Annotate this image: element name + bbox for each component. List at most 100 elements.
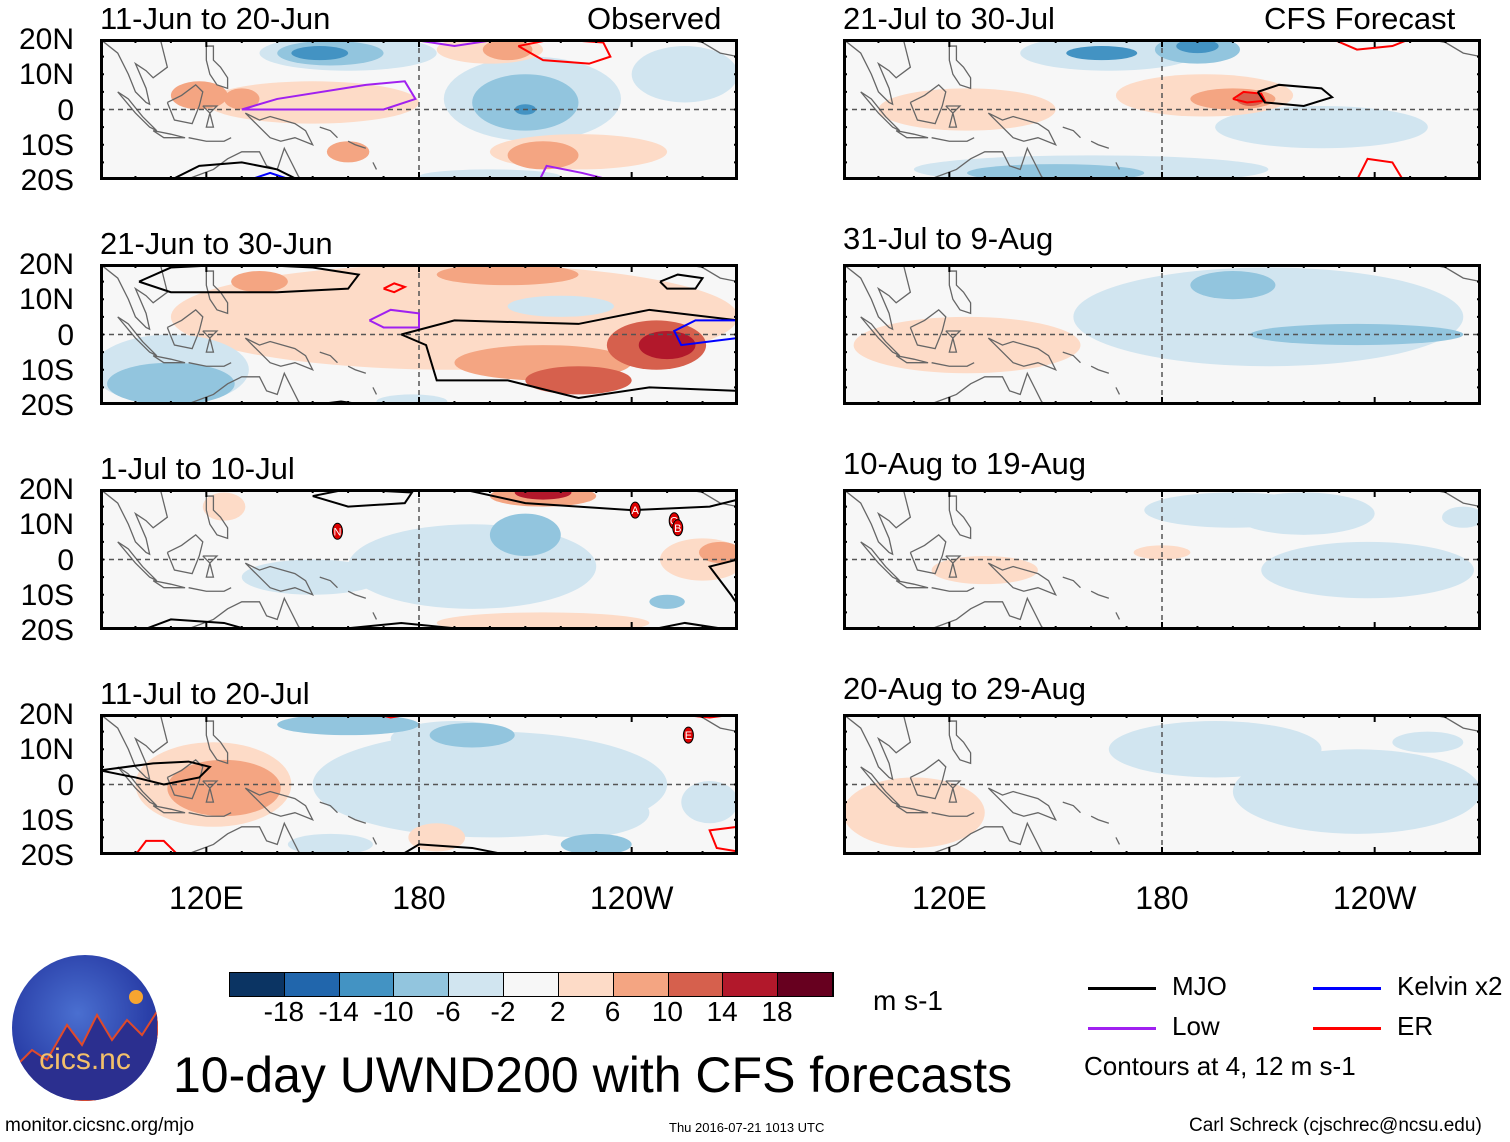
legend-line-kelvin (1313, 987, 1381, 990)
tropical-cyclone-marker (629, 501, 641, 519)
wind-anomaly-region (287, 833, 373, 855)
colorbar-label: -6 (435, 996, 461, 1027)
wind-anomaly-region (1232, 492, 1375, 535)
coastline (100, 489, 169, 556)
coastline (1062, 801, 1081, 814)
shading-layer (931, 492, 1481, 599)
tropical-cyclone-label: E (685, 730, 692, 742)
observed-label: Observed (587, 1, 722, 36)
coastline (1115, 837, 1121, 845)
contour-note: Contours at 4, 12 m s-1 (1084, 1051, 1356, 1081)
latitude-label: 0 (57, 93, 74, 127)
legend-label: ER (1397, 1011, 1434, 1041)
latitude-label: 20N (18, 23, 74, 56)
shading-layer (878, 39, 1428, 180)
coastline (987, 562, 1058, 596)
contour-mjo (1256, 83, 1335, 107)
coastline (945, 555, 962, 578)
coastline (202, 555, 219, 578)
coastline (372, 162, 378, 170)
wind-anomaly-region (649, 594, 685, 609)
coastline (1062, 576, 1081, 589)
colorbar-label: -2 (490, 996, 516, 1027)
panel-frame (100, 264, 738, 405)
legend-line-mjo (1088, 987, 1156, 990)
coastline (1115, 162, 1121, 170)
coastline (319, 126, 338, 139)
colorbar-label: -18 (263, 996, 305, 1027)
wind-anomaly-region (277, 714, 419, 736)
wind-anomaly-region (436, 612, 650, 630)
latitude-label: 10S (20, 353, 74, 387)
colorbar-swatch (778, 973, 833, 996)
wind-anomaly-region (699, 541, 738, 564)
coastline (117, 316, 158, 357)
map-panel (100, 264, 738, 405)
map-panel (100, 39, 738, 180)
wind-anomaly-region (170, 81, 228, 110)
contour-mjo (401, 308, 738, 336)
coastline (184, 146, 303, 180)
coastline (347, 590, 367, 599)
coastline (205, 495, 229, 540)
footer-url[interactable]: monitor.cicsnc.org/mjo (5, 1115, 195, 1136)
coastline (931, 587, 975, 592)
coastline (152, 580, 186, 589)
cicsnc-logo: cics.nc (12, 955, 158, 1101)
legend-line-low (1088, 1027, 1156, 1030)
wind-anomaly-region (206, 81, 419, 124)
coastline (1090, 815, 1110, 824)
coastline (987, 112, 1058, 146)
coastline (244, 787, 315, 821)
panel-title: 11-Jul to 20-Jul (100, 676, 310, 711)
longitude-label: 120E (168, 880, 244, 916)
panel-frame (843, 489, 1481, 630)
coastline (909, 758, 947, 800)
colorbar-label: -14 (318, 996, 359, 1027)
panel-title: 31-Jul to 9-Aug (843, 221, 1054, 256)
wind-anomaly-region (107, 362, 235, 405)
panel-title: 10-Aug to 19-Aug (843, 446, 1087, 481)
coastline (987, 337, 1058, 371)
latitude-label: 20N (18, 248, 74, 281)
legend-label: MJO (1172, 971, 1227, 1001)
tropical-cyclone-marker (331, 522, 343, 540)
footer-timestamp: Thu 2016-07-21 1013 UTC (669, 1120, 825, 1135)
wind-anomaly-region (202, 492, 246, 521)
map-panel: NAGB (100, 489, 738, 630)
map-panel (843, 714, 1481, 855)
contour-mjo (170, 161, 299, 180)
latitude-label: 20S (20, 164, 74, 197)
colorbar-swatch (504, 973, 559, 996)
latitude-label: 10N (18, 733, 74, 767)
wind-anomaly-region (472, 74, 579, 131)
colorbar-label: 2 (550, 996, 566, 1027)
tropical-cyclone-marker (672, 519, 684, 537)
forecast-label: CFS Forecast (1264, 1, 1456, 36)
coastline (860, 316, 901, 357)
map-panel (843, 489, 1481, 630)
colorbar-swatch (284, 973, 340, 996)
panel-title: 1-Jul to 10-Jul (100, 451, 295, 486)
wind-anomaly-region (560, 833, 632, 855)
latitude-label: 20S (20, 389, 74, 422)
wind-anomaly-region (1066, 46, 1138, 61)
wind-anomaly-region (436, 264, 579, 286)
coastline (843, 264, 912, 331)
colorbar-swatch (230, 973, 285, 996)
shading-layer (202, 489, 738, 630)
coastline (188, 137, 232, 142)
latitude-label: 10S (20, 128, 74, 162)
colorbar-label: -10 (373, 996, 414, 1027)
colorbar-units: m s-1 (873, 985, 943, 1016)
coastline (100, 39, 169, 106)
latitude-label: 10N (18, 283, 74, 317)
coastline (319, 801, 338, 814)
latitude-label: 10N (18, 58, 74, 92)
legend-line-er (1313, 1027, 1381, 1030)
coastline (927, 821, 1046, 855)
coastline (1090, 140, 1110, 149)
coastline (1115, 387, 1121, 395)
wind-anomaly-region (507, 788, 650, 838)
